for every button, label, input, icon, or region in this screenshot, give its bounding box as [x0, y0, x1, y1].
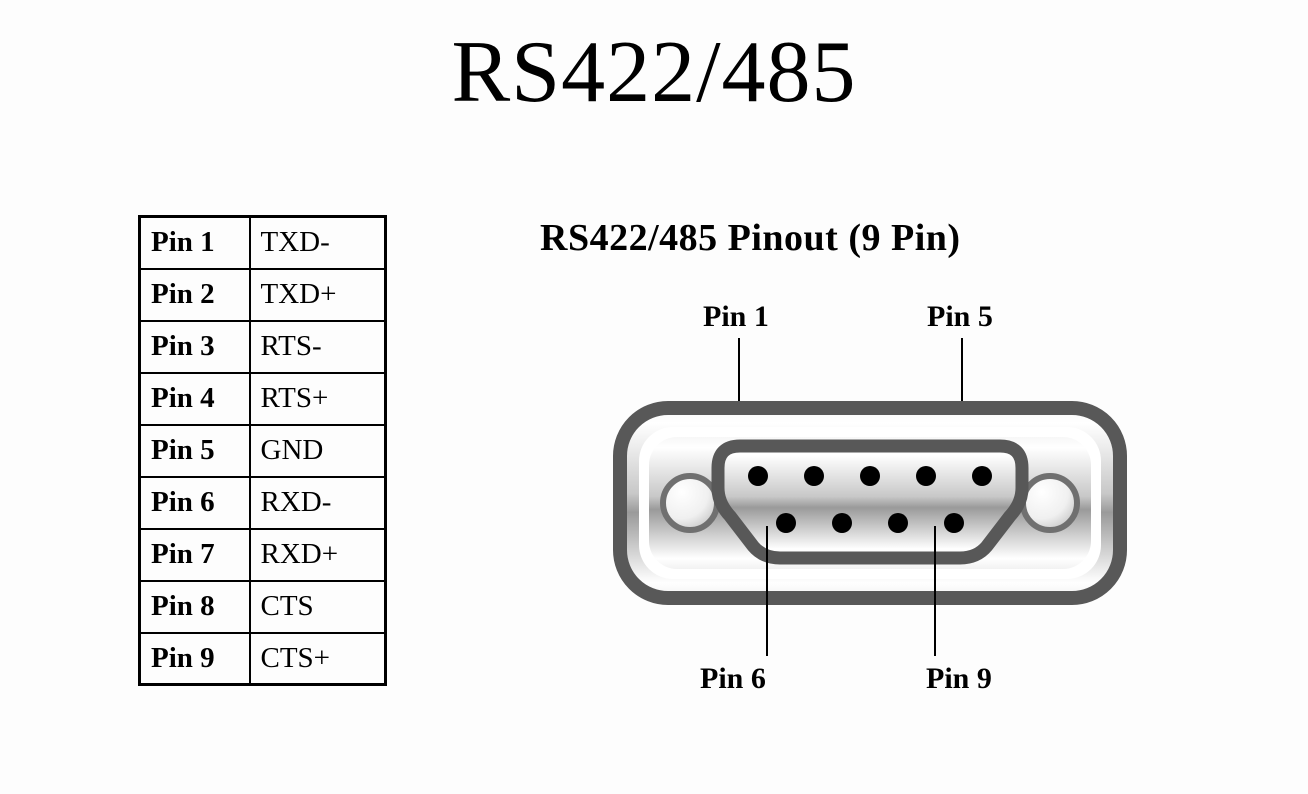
pin-cell: Pin 7 — [140, 529, 250, 581]
pinout-heading: RS422/485 Pinout (9 Pin) — [540, 216, 961, 260]
signal-cell: CTS — [250, 581, 386, 633]
callout-label-pin1: Pin 1 — [703, 300, 769, 334]
signal-cell: TXD+ — [250, 269, 386, 321]
signal-cell: RXD- — [250, 477, 386, 529]
signal-cell: CTS+ — [250, 633, 386, 685]
pin-cell: Pin 6 — [140, 477, 250, 529]
signal-cell: TXD- — [250, 217, 386, 269]
signal-cell: RTS+ — [250, 373, 386, 425]
table-row: Pin 9CTS+ — [140, 633, 386, 685]
table-row: Pin 1TXD- — [140, 217, 386, 269]
pin-cell: Pin 1 — [140, 217, 250, 269]
pin-cell: Pin 5 — [140, 425, 250, 477]
pinout-table: Pin 1TXD- Pin 2TXD+ Pin 3RTS- Pin 4RTS+ … — [138, 215, 387, 686]
table-row: Pin 3RTS- — [140, 321, 386, 373]
callout-line — [934, 526, 936, 656]
main-title: RS422/485 — [0, 22, 1308, 123]
callout-label-pin9: Pin 9 — [926, 662, 992, 696]
table-row: Pin 7RXD+ — [140, 529, 386, 581]
table-row: Pin 8CTS — [140, 581, 386, 633]
connector-diagram: Pin 1 Pin 5 — [570, 288, 1170, 728]
table-row: Pin 2TXD+ — [140, 269, 386, 321]
pin-cell: Pin 8 — [140, 581, 250, 633]
pin-cell: Pin 4 — [140, 373, 250, 425]
pinout-table-body: Pin 1TXD- Pin 2TXD+ Pin 3RTS- Pin 4RTS+ … — [140, 217, 386, 685]
signal-cell: GND — [250, 425, 386, 477]
pin-cell: Pin 9 — [140, 633, 250, 685]
db9-connector-icon — [610, 388, 1130, 618]
table-row: Pin 6RXD- — [140, 477, 386, 529]
signal-cell: RXD+ — [250, 529, 386, 581]
table-row: Pin 4RTS+ — [140, 373, 386, 425]
callout-label-pin5: Pin 5 — [927, 300, 993, 334]
pin-cell: Pin 2 — [140, 269, 250, 321]
signal-cell: RTS- — [250, 321, 386, 373]
callout-line — [766, 526, 768, 656]
table-row: Pin 5GND — [140, 425, 386, 477]
pin-cell: Pin 3 — [140, 321, 250, 373]
callout-label-pin6: Pin 6 — [700, 662, 766, 696]
